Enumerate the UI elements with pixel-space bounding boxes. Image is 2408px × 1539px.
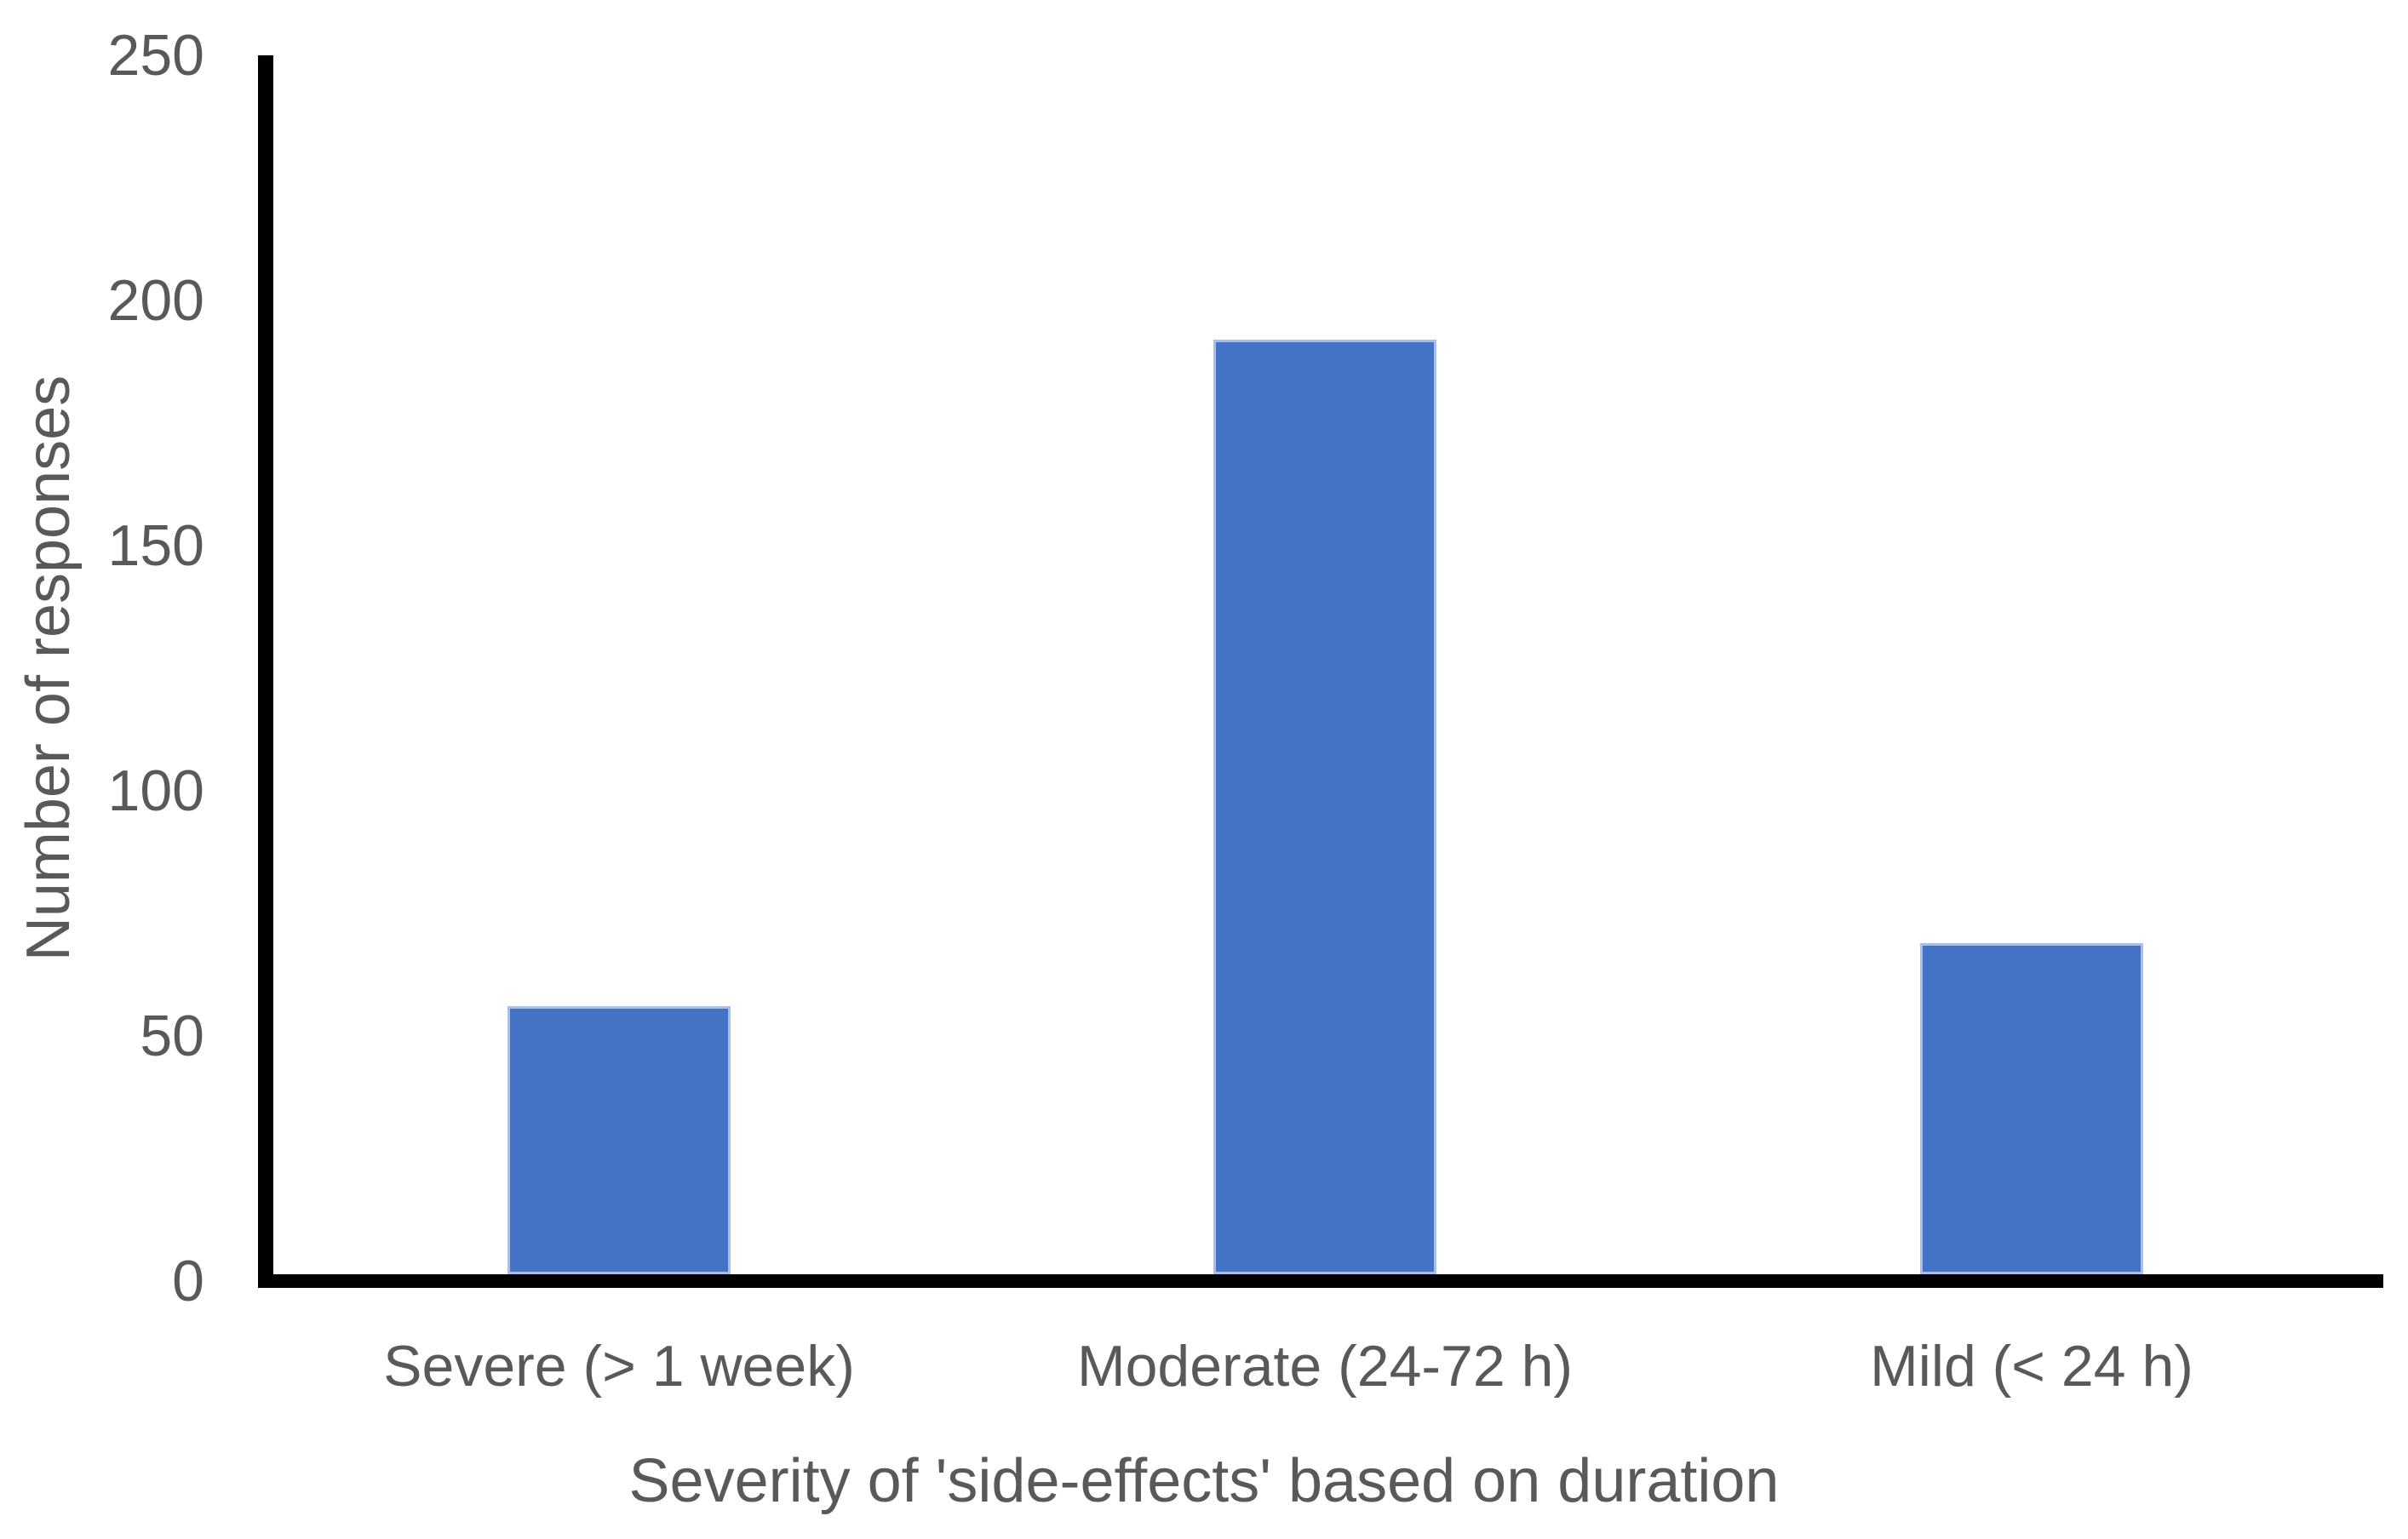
y-axis-line [258,55,273,1288]
y-tick-label-0: 0 [172,1249,204,1313]
category-label-3: Mild (< 24 h) [1870,1334,2193,1399]
y-tick-label-250: 250 [107,23,204,88]
x-axis-line [258,1274,2383,1288]
y-tick-label-200: 200 [107,268,204,333]
y-tick-label-50: 50 [140,1004,204,1068]
x-axis-title: Severity of 'side-effects' based on dura… [628,1447,1780,1515]
bar-severe-1-week [507,1006,731,1274]
y-tick-label-100: 100 [107,758,204,823]
bar-mild-24-h [1920,942,2143,1274]
y-tick-label-150: 150 [107,513,204,578]
bar-moderate-24-72-h [1213,340,1436,1274]
y-axis-title: Number of responses [14,375,83,962]
category-label-2: Moderate (24-72 h) [1076,1334,1574,1399]
category-label-1: Severe (> 1 week) [383,1334,855,1399]
